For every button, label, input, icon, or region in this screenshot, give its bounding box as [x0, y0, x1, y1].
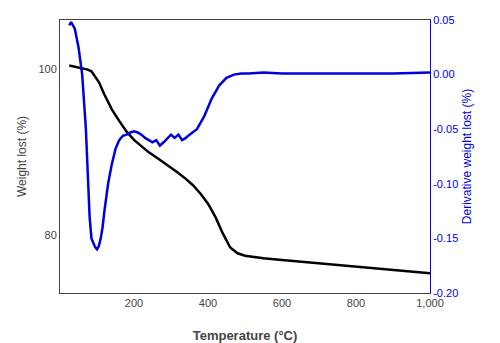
svg-text:100: 100: [38, 63, 56, 75]
svg-text:-0.05: -0.05: [433, 123, 458, 135]
svg-text:200: 200: [125, 297, 143, 309]
svg-text:-0.20: -0.20: [433, 287, 458, 299]
svg-text:600: 600: [273, 297, 291, 309]
svg-text:1,000: 1,000: [416, 297, 444, 309]
svg-text:-0.10: -0.10: [433, 178, 458, 190]
svg-text:0.00: 0.00: [433, 68, 454, 80]
svg-text:800: 800: [347, 297, 365, 309]
svg-text:0.05: 0.05: [433, 14, 454, 26]
svg-text:80: 80: [45, 229, 57, 241]
svg-text:Weight lost (%): Weight lost (%): [15, 116, 29, 197]
svg-text:Derivative weight lost (%): Derivative weight lost (%): [460, 89, 474, 224]
svg-text:400: 400: [199, 297, 217, 309]
svg-text:-0.15: -0.15: [433, 232, 458, 244]
svg-text:Temperature (°C): Temperature (°C): [193, 328, 298, 343]
